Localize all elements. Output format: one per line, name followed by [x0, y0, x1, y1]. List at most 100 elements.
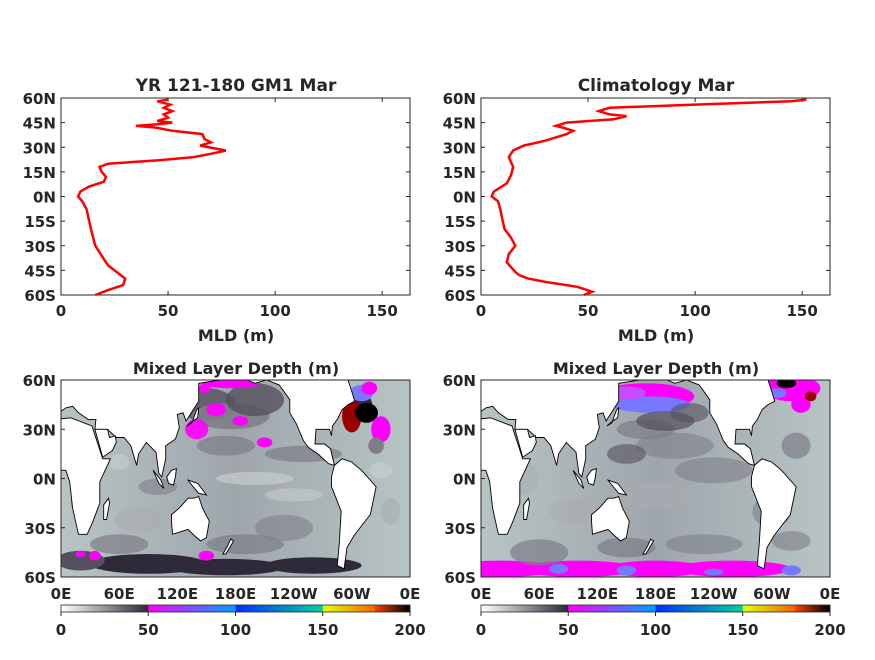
map-y-tick-label: 60N: [23, 372, 56, 390]
mld-map-model: [61, 380, 410, 577]
colorbar-swatch: [498, 605, 502, 612]
colorbar-swatch: [690, 605, 693, 612]
colorbar-swatch: [226, 605, 230, 612]
colorbar-swatch: [100, 605, 103, 612]
colorbar-swatch: [396, 605, 400, 612]
mld-field-patch: [198, 550, 215, 561]
colorbar-swatch: [797, 605, 800, 612]
colorbar-swatch: [681, 605, 685, 612]
colorbar-tick-label: 200: [814, 621, 845, 639]
colorbar-swatch: [758, 605, 761, 612]
colorbar-swatch: [63, 605, 66, 612]
colorbar-swatch: [806, 605, 809, 612]
colorbar-swatch: [494, 605, 497, 612]
colorbar-swatch: [183, 605, 186, 612]
colorbar-swatch: [629, 605, 632, 612]
mld-field-patch: [264, 557, 362, 574]
map-y-tick-label: 60S: [444, 569, 476, 587]
colorbar-swatch: [522, 605, 526, 612]
colorbar-swatch: [782, 605, 785, 612]
y-tick-label: 60S: [444, 287, 476, 305]
y-tick-label: 15N: [443, 164, 476, 182]
colorbar-swatch: [357, 605, 361, 612]
colorbar-swatch: [755, 605, 759, 612]
colorbar-swatch: [528, 605, 532, 612]
colorbar-swatch: [187, 605, 191, 612]
colorbar-swatch: [215, 605, 219, 612]
landmass: [103, 497, 110, 520]
colorbar-swatch: [146, 605, 149, 612]
colorbar-swatch: [747, 605, 750, 612]
colorbar-swatch: [611, 605, 615, 612]
colorbar-swatch: [489, 605, 493, 612]
mld-field-patch: [371, 416, 391, 443]
x-tick-label: 50: [578, 302, 599, 320]
colorbar-swatch: [574, 605, 578, 612]
colorbar-swatch: [113, 605, 116, 612]
colorbar-swatch: [576, 605, 580, 612]
mld-profile-line-climatology: [490, 98, 807, 297]
map-x-tick-label: 120W: [270, 585, 318, 603]
colorbar-swatch: [659, 605, 663, 612]
colorbar-swatch: [773, 605, 776, 612]
colorbar-swatch: [322, 605, 326, 612]
colorbar-swatch: [324, 605, 328, 612]
landmass: [606, 479, 628, 496]
colorbar-swatch: [557, 605, 560, 612]
colorbar-swatch: [209, 605, 212, 612]
mld-field-patch: [369, 462, 393, 479]
colorbar-swatch: [303, 605, 306, 612]
colorbar-swatch: [388, 605, 391, 612]
colorbar-swatch: [784, 605, 787, 612]
mld-field-patch: [510, 539, 569, 566]
colorbar-swatch: [664, 605, 667, 612]
colorbar-swatch: [233, 605, 236, 612]
colorbar-swatch: [788, 605, 792, 612]
colorbar-swatch: [539, 605, 543, 612]
map-x-tick-label: 120W: [690, 585, 738, 603]
colorbar-swatch: [255, 605, 258, 612]
colorbar-swatch: [137, 605, 140, 612]
landmass: [331, 458, 377, 570]
colorbar-swatch: [93, 605, 97, 612]
colorbar-swatch: [766, 605, 770, 612]
colorbar-swatch: [122, 605, 125, 612]
colorbar-swatch: [276, 605, 280, 612]
colorbar-swatch: [795, 605, 798, 612]
colorbar-swatch: [111, 605, 114, 612]
map-x-tick-label: 60E: [104, 585, 135, 603]
landmass: [751, 458, 797, 570]
mld-field-patch: [89, 550, 101, 561]
landmass: [572, 470, 585, 489]
mld-field-patch: [232, 416, 249, 426]
colorbar-swatch: [285, 605, 289, 612]
colorbar-tick-label: 50: [138, 621, 159, 639]
colorbar-swatch: [666, 605, 669, 612]
colorbar-swatch: [670, 605, 674, 612]
y-tick-label: 15S: [444, 213, 476, 231]
colorbar-swatch: [568, 605, 571, 612]
colorbar-swatch: [71, 605, 75, 612]
colorbar-swatch: [307, 605, 311, 612]
colorbar-swatch: [694, 605, 698, 612]
colorbar-swatch: [176, 605, 180, 612]
mld-field-patch: [616, 565, 637, 576]
colorbar-swatch: [318, 605, 321, 612]
colorbar-swatch: [668, 605, 672, 612]
landmass: [481, 417, 532, 535]
colorbar-swatch: [65, 605, 68, 612]
colorbar-swatch: [638, 605, 641, 612]
mld-field-patch: [674, 457, 753, 484]
colorbar-swatch: [633, 605, 637, 612]
colorbar-swatch: [771, 605, 774, 612]
colorbar-swatch: [242, 605, 245, 612]
colorbar-swatch: [348, 605, 352, 612]
colorbar-swatch: [346, 605, 350, 612]
mld-field-patch: [368, 437, 384, 454]
colorbar-swatch: [675, 605, 678, 612]
profile-title-climatology: Climatology Mar: [578, 76, 735, 96]
colorbar-swatch: [150, 605, 154, 612]
mld-field-patch: [354, 402, 378, 423]
mld-field-patch: [597, 537, 656, 558]
colorbar-swatch: [222, 605, 225, 612]
